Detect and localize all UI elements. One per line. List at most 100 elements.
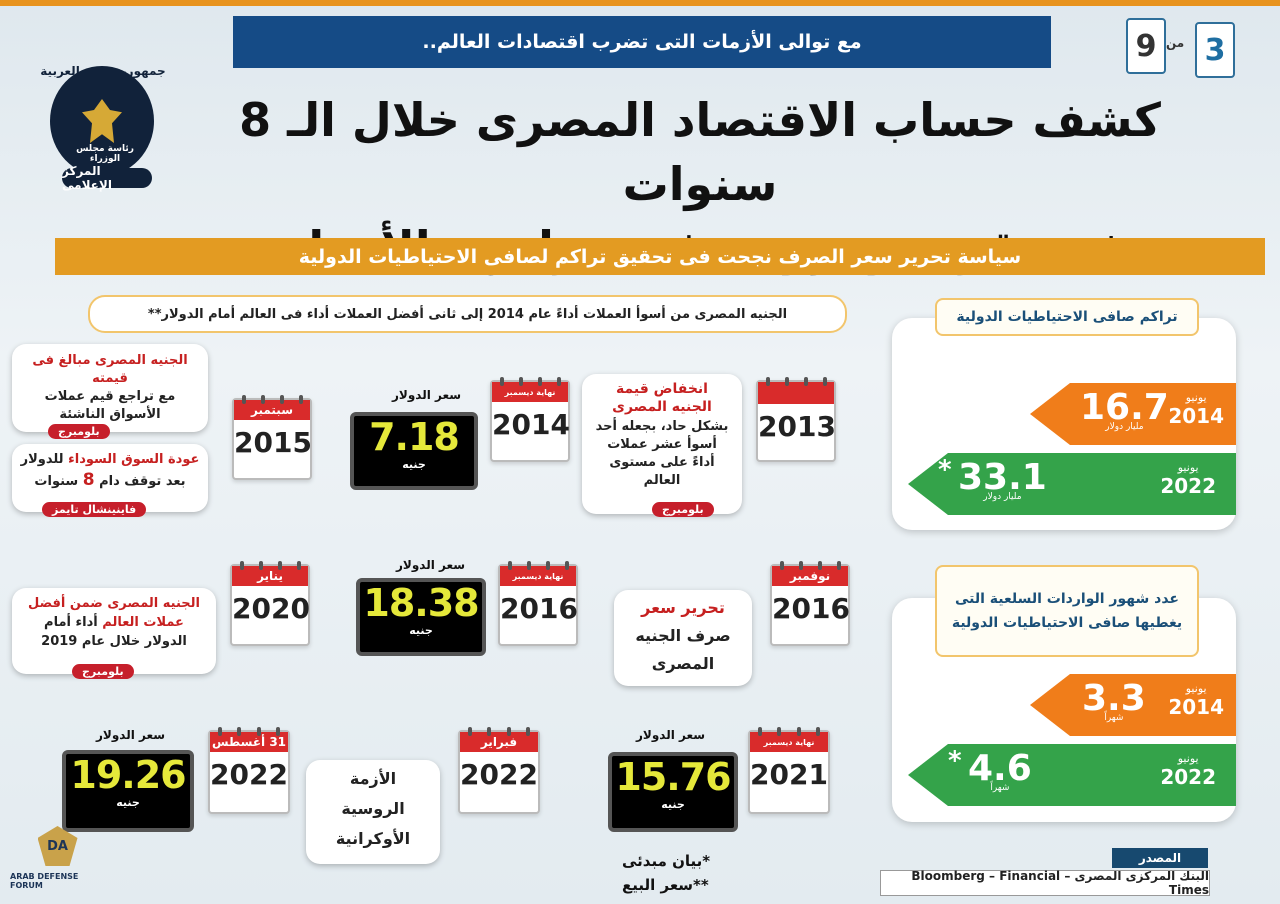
bubble-black-market-source: فاينينشال تايمز — [42, 502, 147, 517]
eagle-icon — [82, 99, 122, 143]
bubble-crisis-line3: الأوكرانية — [335, 829, 411, 848]
reserves-2014-unit: مليار دولار — [1105, 422, 1144, 432]
usd-rate-label-2021: سعر الدولار — [636, 728, 706, 742]
imports-2022-year: 2022 — [1160, 765, 1216, 789]
bubble-overvalued-body: مع تراجع قيم عملات الأسواق الناشئة — [44, 389, 176, 422]
bubble-float: تحرير سعر صرف الجنيه المصرى — [614, 590, 752, 686]
calendar-feb-2022: فبراير 2022 — [458, 727, 540, 814]
calendar-feb-2022-month: فبراير — [460, 732, 538, 752]
usd-rate-label-2016: سعر الدولار — [396, 558, 466, 572]
rate-2014-unit: جنيه — [402, 458, 426, 471]
calendar-feb-2022-year: 2022 — [460, 758, 538, 791]
bubble-2013-head: انخفاض قيمة الجنيه المصرى — [612, 381, 712, 415]
calendar-dec-2016-header: نهاية ديسمبر — [500, 566, 576, 586]
watermark-text: ARAB DEFENSE FORUM — [10, 872, 79, 890]
bubble-2020-source: بلومبرج — [72, 664, 134, 679]
calendar-sep-2015-month: سبتمبر — [234, 400, 310, 420]
bubble-2020-body: أداء أمام الدولار خلال عام 2019 — [41, 615, 187, 649]
rate-screen-2021: 15.76 جنيه — [608, 752, 738, 832]
imports-2022-arrow: * 4.6 شهراً يونيو 2022 — [908, 744, 1236, 806]
rate-2014-value: 7.18 — [369, 415, 460, 459]
calendar-2014: نهاية ديسمبر 2014 — [490, 377, 570, 462]
imports-2014-year: 2014 — [1168, 695, 1224, 719]
bubble-crisis-line2: الروسية — [341, 799, 405, 818]
logo-side-text: رئاسة مجلس الوزراء — [76, 144, 134, 164]
calendar-nov-2016-month: نوفمبر — [772, 566, 848, 586]
footnote-selling-price: **سعر البيع — [622, 876, 709, 894]
bubble-overvalued: الجنيه المصرى مبالغ فى قيمته مع تراجع قي… — [12, 344, 208, 432]
calendar-2014-header: نهاية ديسمبر — [492, 382, 568, 402]
calendar-jan-2020-year: 2020 — [232, 592, 310, 625]
calendar-2014-year: 2014 — [492, 408, 570, 441]
usd-rate-label-2014: سعر الدولار — [392, 388, 462, 402]
imports-2022-unit: شهراً — [990, 783, 1010, 793]
bubble-overvalued-head: الجنيه المصرى مبالغ فى قيمته — [32, 353, 188, 386]
imports-2022-star: * — [948, 746, 962, 776]
reserves-panel-title: تراكم صافى الاحتياطيات الدولية — [935, 298, 1199, 336]
bubble-2020-head: الجنيه المصرى ضمن أفضل — [27, 596, 200, 611]
calendar-dec-2021-header: نهاية ديسمبر — [750, 732, 828, 752]
bubble-overvalued-source: بلومبرج — [48, 424, 110, 439]
calendar-sep-2015: سبتمبر 2015 — [232, 395, 312, 480]
rate-2021-value: 15.76 — [615, 755, 731, 799]
bubble-2013-source: بلومبرج — [652, 502, 714, 517]
bubble-float-line2: صرف الجنيه — [635, 626, 731, 645]
reserves-2022-month: يونيو — [1177, 461, 1199, 474]
subheadline-bar: سياسة تحرير سعر الصرف نجحت فى تحقيق تراك… — [55, 238, 1265, 275]
bubble-2013-body: بشكل حاد، بجعله أحد أسوأ عشر عملات أداءً… — [595, 419, 729, 488]
reserves-2022-unit: مليار دولار — [983, 492, 1022, 502]
page-total: 9 — [1126, 18, 1166, 74]
reserves-2014-month: يونيو — [1185, 391, 1207, 404]
reserves-2022-value: 33.1 — [958, 457, 1047, 498]
bubble-crisis-line1: الأزمة — [349, 769, 397, 788]
headline-line-1: كشف حساب الاقتصاد المصرى خلال الـ 8 سنوا… — [239, 93, 1161, 211]
calendar-2013: 2013 — [756, 377, 836, 462]
shield-icon: DA — [37, 826, 78, 866]
reserves-2014-value: 16.7 — [1080, 387, 1169, 428]
footnote-preliminary: *بيان مبدئى — [622, 852, 711, 870]
reserves-2022-year: 2022 — [1160, 474, 1216, 498]
imports-2014-unit: شهراً — [1104, 713, 1124, 723]
header-ribbon: مع توالى الأزمات التى تضرب اقتصادات العا… — [233, 16, 1051, 68]
bubble-black-market-body3: سنوات — [34, 474, 79, 489]
reserves-2014-year: 2014 — [1168, 404, 1224, 428]
calendar-aug-2022-month: 31 أغسطس — [210, 732, 288, 752]
imports-2014-arrow: 3.3 شهراً يونيو 2014 — [1030, 674, 1236, 736]
calendar-dec-2021-year: 2021 — [750, 758, 828, 791]
bubble-black-market-head: عودة السوق السوداء — [68, 452, 200, 467]
calendar-jan-2020-month: يناير — [232, 566, 308, 586]
rate-screen-2022: 19.26 جنيه — [62, 750, 194, 832]
imports-2022-month: يونيو — [1177, 752, 1199, 765]
calendar-aug-2022: 31 أغسطس 2022 — [208, 727, 290, 814]
calendar-jan-2020: يناير 2020 — [230, 561, 310, 646]
source-text: البنك المركزى المصرى – Bloomberg – Finan… — [880, 869, 1210, 897]
bubble-black-market: عودة السوق السوداء للدولار بعد توقف دام … — [12, 444, 208, 512]
calendar-nov-2016: نوفمبر 2016 — [770, 561, 850, 646]
timeline-title: الجنيه المصرى من أسوأ العملات أداءً عام … — [88, 295, 847, 333]
bubble-black-market-body2: بعد توقف دام — [99, 474, 186, 489]
calendar-aug-2022-year: 2022 — [210, 758, 288, 791]
calendar-dec-2021: نهاية ديسمبر 2021 — [748, 727, 830, 814]
calendar-sep-2015-year: 2015 — [234, 426, 312, 459]
rate-2016-unit: جنيه — [409, 624, 433, 637]
bubble-crisis: الأزمة الروسية الأوكرانية — [306, 760, 440, 864]
source-label: المصدر — [1112, 848, 1208, 868]
calendar-2013-year: 2013 — [758, 410, 836, 443]
rate-screen-2014: 7.18 جنيه — [350, 412, 478, 490]
cabinet-logo — [50, 66, 154, 176]
bubble-black-market-body1: للدولار — [20, 452, 64, 467]
bubble-2020: الجنيه المصرى ضمن أفضل عملات العالم أداء… — [12, 588, 216, 674]
bubble-2013: انخفاض قيمة الجنيه المصرى بشكل حاد، بجعل… — [582, 374, 742, 514]
rate-2021-unit: جنيه — [661, 798, 685, 811]
page-of-label: من — [1166, 36, 1185, 50]
imports-2014-month: يونيو — [1185, 682, 1207, 695]
rate-2022-value: 19.26 — [70, 753, 186, 797]
imports-2022-value: 4.6 — [968, 748, 1032, 789]
rate-2022-unit: جنيه — [116, 796, 140, 809]
imports-2014-value: 3.3 — [1082, 678, 1146, 719]
top-accent-bar — [0, 0, 1280, 6]
bubble-float-line1: تحرير سعر — [641, 598, 725, 617]
reserves-2022-star: * — [938, 455, 952, 485]
calendar-nov-2016-year: 2016 — [772, 592, 850, 625]
watermark-initials: DA — [47, 838, 68, 854]
